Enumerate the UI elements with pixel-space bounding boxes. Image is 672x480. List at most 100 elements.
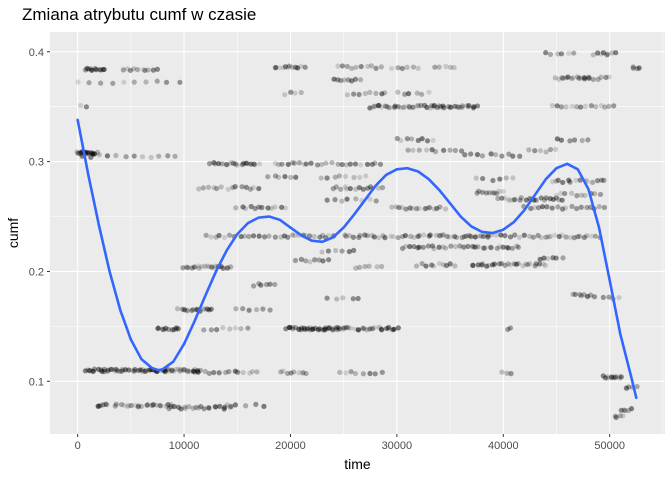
data-point [604,375,610,381]
data-point [171,403,178,410]
data-point [436,64,442,70]
data-point [413,206,420,212]
data-point [578,192,584,198]
data-point [272,234,278,240]
data-point [304,326,311,332]
data-point [98,67,104,73]
data-point [180,265,186,271]
data-point [475,262,481,268]
data-point [338,186,344,192]
data-point [307,325,313,331]
data-point [150,402,156,408]
data-point [436,103,442,109]
data-point [578,204,584,210]
data-point [476,188,482,194]
data-point [119,368,125,374]
data-point [334,326,340,333]
data-point [563,234,569,240]
data-point [118,401,125,408]
data-point [298,256,304,262]
data-point [393,204,399,210]
data-point [553,195,560,201]
data-point [138,367,144,373]
data-point [382,235,388,241]
data-point [173,326,179,332]
data-point [240,160,247,166]
data-point [74,149,80,155]
data-point [95,403,101,409]
data-point [389,204,395,210]
data-point [490,177,496,184]
data-point [127,67,134,74]
data-point [499,369,505,375]
data-point [500,188,506,195]
data-point [358,162,364,168]
data-point [630,64,636,70]
data-point [265,205,271,211]
data-point [171,368,177,374]
data-point [219,161,225,167]
data-point [474,103,481,109]
data-point [426,205,432,211]
data-point [480,261,486,267]
data-point [454,234,460,241]
data-point [515,244,522,250]
data-point [533,197,539,203]
data-point [191,368,197,374]
data-point [182,404,188,410]
data-point [186,403,192,410]
data-point [134,67,141,73]
data-point [569,75,575,82]
scatter-points [74,50,642,421]
data-point [404,136,410,142]
data-point [357,232,363,238]
data-point [379,327,385,333]
data-point [395,65,401,71]
data-point [586,74,592,80]
data-point [375,185,382,191]
data-point [549,205,555,211]
data-point [312,325,318,331]
data-point [628,406,635,412]
data-point [360,186,366,192]
data-point [429,243,436,249]
data-point [353,186,359,192]
data-point [282,64,289,70]
data-point [254,369,260,375]
data-point [549,103,555,109]
data-point [119,366,125,372]
data-point [530,234,536,240]
data-point [204,263,211,269]
data-point [603,74,609,81]
data-point [479,153,486,159]
data-point [145,401,151,408]
data-point [214,185,220,192]
data-point [157,402,163,409]
data-point [572,291,578,297]
data-point [416,147,422,153]
data-point [461,244,467,250]
data-point [395,89,401,95]
data-point [350,234,357,240]
data-point [538,235,544,241]
data-point [448,104,454,110]
data-point [419,136,425,142]
data-point [213,404,219,410]
data-point [372,325,378,331]
data-point [135,367,141,374]
data-point [179,306,186,312]
data-point [322,326,328,332]
data-point [442,245,449,251]
data-point [569,203,575,210]
data-point [567,179,573,185]
data-point [606,74,612,80]
data-point [285,234,291,240]
data-point [310,326,316,332]
data-point [154,66,160,72]
data-point [507,262,514,268]
data-point [470,243,476,250]
data-point [553,178,559,184]
data-point [181,366,187,373]
data-point [378,104,385,110]
